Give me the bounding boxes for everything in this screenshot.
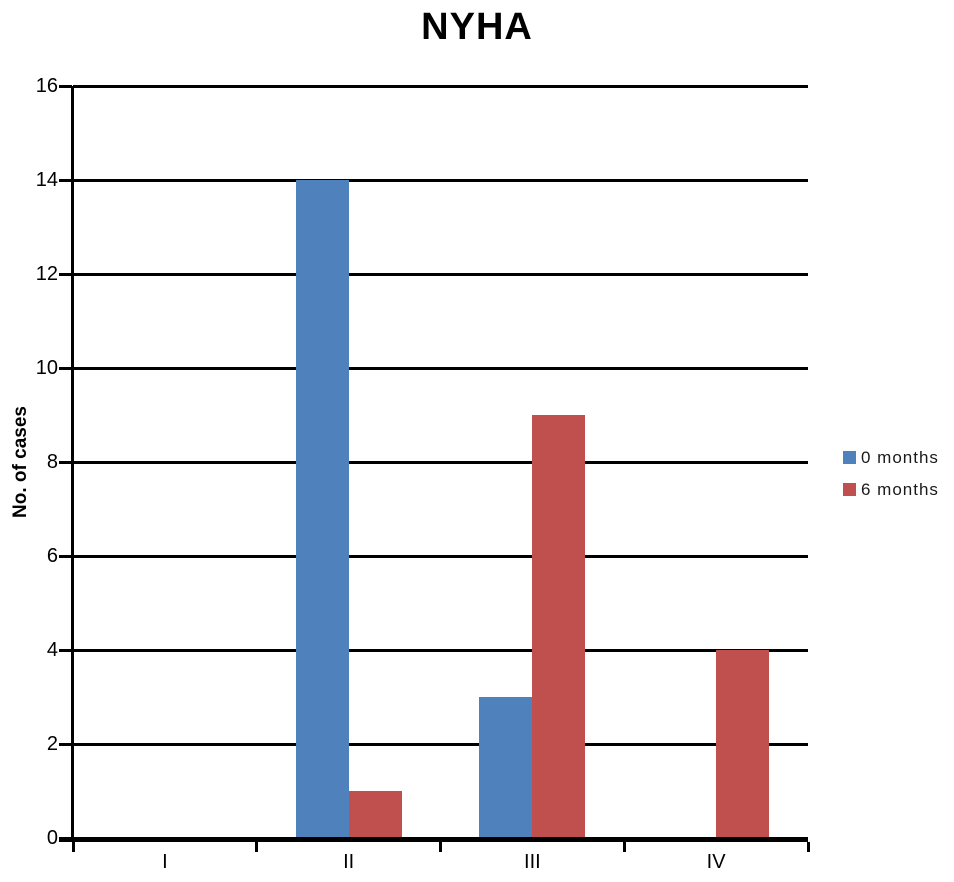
legend-label: 0 months xyxy=(861,447,939,467)
gridline xyxy=(73,554,808,558)
x-axis-tick xyxy=(622,842,626,852)
bar-6-months-II xyxy=(348,791,402,838)
gridline xyxy=(73,84,808,88)
x-axis-tick xyxy=(255,842,259,852)
bar-0-months-III xyxy=(479,697,533,838)
y-axis-tick-label: 8 xyxy=(46,451,58,473)
y-axis-tick xyxy=(59,460,72,464)
y-axis-tick-label: 2 xyxy=(46,733,58,755)
legend-item: 0 months xyxy=(843,447,939,467)
bar-6-months-IV xyxy=(716,650,770,838)
legend-swatch-icon xyxy=(843,451,856,464)
y-axis-line xyxy=(71,86,74,842)
chart-title: NYHA xyxy=(421,6,533,48)
y-axis-tick xyxy=(59,554,72,558)
gridline xyxy=(73,460,808,464)
gridline xyxy=(73,272,808,276)
x-axis-line xyxy=(59,837,808,842)
x-axis-tick-label: IV xyxy=(706,851,726,873)
y-axis-tick-label: 10 xyxy=(35,357,58,379)
y-axis-tick-label: 14 xyxy=(35,169,58,191)
y-axis-tick-label: 6 xyxy=(46,545,58,567)
y-axis-tick-label: 0 xyxy=(46,827,58,849)
y-axis-tick-label: 4 xyxy=(46,639,58,661)
legend-item: 6 months xyxy=(843,479,939,499)
y-axis-tick xyxy=(59,84,72,88)
x-axis-tick xyxy=(71,842,75,852)
y-axis-tick xyxy=(59,648,72,652)
bar-0-months-II xyxy=(295,180,349,838)
gridline xyxy=(73,178,808,182)
legend-label: 6 months xyxy=(861,479,939,499)
y-axis-tick-label: 16 xyxy=(35,75,58,97)
legend-swatch-icon xyxy=(843,483,856,496)
x-axis-tick xyxy=(439,842,442,852)
y-axis-tick xyxy=(59,836,72,840)
bar-6-months-III xyxy=(532,415,586,838)
y-axis-tick xyxy=(59,272,72,276)
x-axis-tick-label: II xyxy=(343,851,355,873)
y-axis-tick xyxy=(59,178,72,182)
y-axis-tick xyxy=(59,366,72,370)
gridline xyxy=(73,366,808,370)
x-axis-tick-label: III xyxy=(524,851,541,873)
y-axis-tick xyxy=(59,742,72,746)
y-axis-tick-label: 12 xyxy=(35,263,58,285)
gridline xyxy=(73,742,808,746)
x-axis-tick-label: I xyxy=(162,851,168,873)
x-axis-tick xyxy=(806,842,810,852)
gridline xyxy=(73,648,808,652)
legend: 0 months 6 months xyxy=(843,447,939,514)
